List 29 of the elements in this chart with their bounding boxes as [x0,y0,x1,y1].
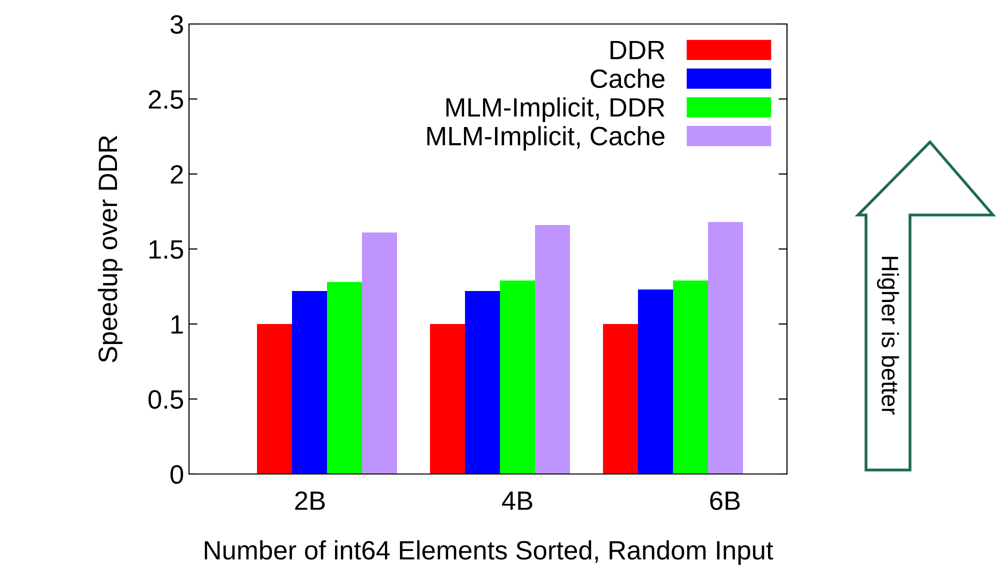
bar [708,222,743,474]
bar [535,225,570,474]
bar [500,280,535,474]
x-tick-label: 6B [710,491,740,510]
bar [465,291,500,474]
y-tick-label: 2.5 [148,90,184,109]
x-tick-label: 2B [295,491,325,510]
y-tick-label: 1 [171,315,183,334]
bar [292,291,327,474]
bar [362,232,397,474]
y-axis-title: Speedup over DDR [98,136,122,362]
y-tick-label: 0.5 [148,390,184,409]
bar [430,324,465,474]
x-tick-label: 4B [502,492,532,510]
y-tick-label: 1.5 [149,240,184,259]
x-axis-title: Number of int64 Elements Sorted, Random Input [204,540,774,565]
text: Higher is better [876,256,900,415]
bar [603,324,638,474]
y-tick-label: 3 [170,15,183,34]
legend-label: Cache [590,68,664,88]
bar [327,282,362,474]
legend-label: MLM-Implicit, DDR [446,97,664,122]
bar [638,290,673,474]
y-tick-label: 0 [170,465,184,484]
bar [257,324,292,474]
legend-label: DDR [610,40,664,60]
y-tick-label: 2 [170,165,183,184]
bar [673,280,708,474]
legend-label: MLM-Implicit, Cache [427,126,664,151]
